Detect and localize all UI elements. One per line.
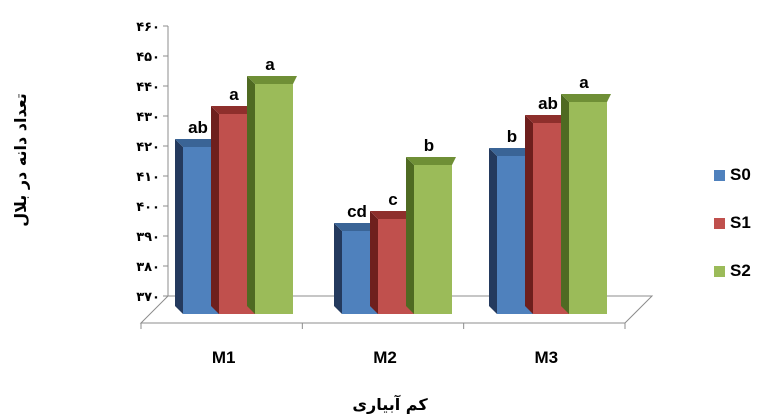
bar-front	[569, 102, 607, 314]
legend-item-s2: S2	[714, 261, 759, 309]
bar-letter-label: a	[229, 85, 239, 104]
bar-top	[561, 94, 611, 102]
y-tick-label: ۳۸۰	[136, 260, 160, 275]
legend-label-s2: S2	[730, 261, 751, 280]
bar-side	[247, 76, 255, 314]
y-tick-label: ۴۱۰	[136, 170, 160, 185]
y-tick-label: ۴۵۰	[136, 50, 160, 65]
bar-letter-label: ab	[538, 94, 558, 113]
bar-side	[370, 211, 378, 314]
bar-letter-label: a	[265, 55, 275, 74]
bar-side	[175, 139, 183, 314]
x-tick-label: M1	[212, 348, 236, 367]
y-tick-label: ۳۹۰	[136, 230, 160, 245]
bar-side	[334, 223, 342, 314]
bar-letter-label: b	[507, 127, 517, 146]
legend-item-s0: S0	[714, 165, 759, 213]
legend-swatch-s2	[714, 266, 725, 277]
y-tick-label: ۴۴۰	[136, 80, 160, 95]
bar-top	[247, 76, 297, 84]
bar-front	[414, 165, 452, 314]
y-tick-label: ۴۶۰	[136, 20, 160, 35]
bar-front	[255, 84, 293, 314]
y-tick-label: ۴۲۰	[136, 140, 160, 155]
y-axis-title: تعداد دانه در بلال	[11, 93, 30, 227]
x-axis-title: کم آبیاری	[352, 394, 428, 414]
legend-swatch-s0	[714, 170, 725, 181]
bar	[561, 94, 611, 314]
legend: S0 S1 S2	[714, 165, 759, 309]
y-tick-label: ۴۰۰	[136, 200, 160, 215]
bar-side	[561, 94, 569, 314]
bar	[406, 157, 456, 314]
legend-label-s1: S1	[730, 213, 751, 232]
legend-label-s0: S0	[730, 165, 751, 184]
bar-side	[406, 157, 414, 314]
bar-side	[525, 115, 533, 314]
bar-side	[489, 148, 497, 314]
legend-item-s1: S1	[714, 213, 759, 261]
y-tick-label: ۳۷۰	[136, 290, 160, 305]
y-tick-label: ۴۳۰	[136, 110, 160, 125]
x-tick-label: M3	[535, 348, 559, 367]
bar-letter-label: a	[579, 73, 589, 92]
bar-side	[211, 106, 219, 314]
legend-swatch-s1	[714, 218, 725, 229]
x-tick-label: M2	[373, 348, 397, 367]
bar-letter-label: cd	[347, 202, 367, 221]
bar-letter-label: c	[388, 190, 397, 209]
bar-letter-label: b	[424, 136, 434, 155]
bar	[247, 76, 297, 314]
bar-top	[406, 157, 456, 165]
bar-letter-label: ab	[188, 118, 208, 137]
